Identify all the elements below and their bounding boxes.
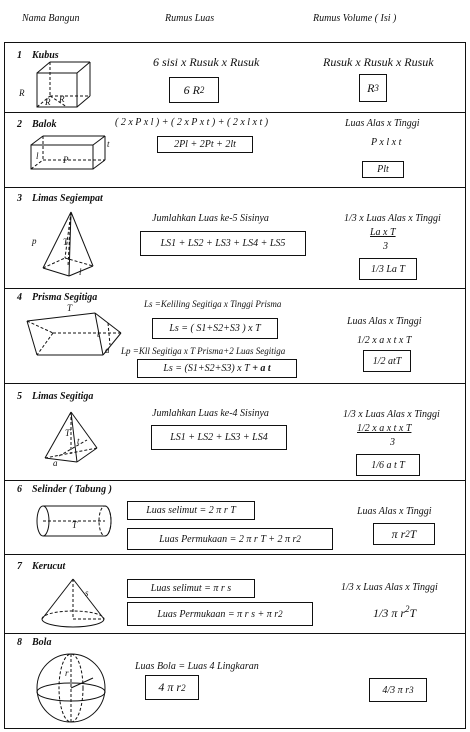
header-col-area: Rumus Luas bbox=[165, 13, 215, 24]
area-formula-box: 2Pl + 2Pt + 2lt bbox=[157, 136, 253, 153]
header-col-volume: Rumus Volume ( Isi ) bbox=[313, 13, 397, 24]
header-col-name: Nama Bangun bbox=[22, 13, 80, 24]
volume-fraction-denominator: 3 bbox=[383, 241, 388, 252]
cone-label: s bbox=[85, 588, 89, 598]
row-number: 3 bbox=[17, 193, 22, 204]
area-formula-text: Luas Bola = Luas 4 Lingkaran bbox=[135, 661, 259, 672]
area-formula-text: Ls =Keliling Segitiga x Tinggi Prisma bbox=[144, 299, 282, 309]
row-kubus: 1 Kubus R R R 6 sisi x Rusuk x Rusuk 6 R… bbox=[4, 42, 466, 113]
shape-name: Kubus bbox=[32, 50, 59, 61]
volume-formula-text: 1/3 x Luas Alas x Tinggi bbox=[344, 213, 441, 224]
volume-fraction-denominator: 3 bbox=[390, 437, 395, 448]
row-number: 5 bbox=[17, 391, 22, 402]
shape-name: Kerucut bbox=[32, 561, 66, 572]
volume-formula-text: 1/3 x Luas Alas x Tinggi bbox=[341, 582, 438, 593]
volume-formula-box: 1/6 a t T bbox=[356, 454, 420, 476]
volume-formula-box: 1/3 La T bbox=[359, 258, 417, 280]
cube-label: R bbox=[19, 88, 25, 98]
area-formula-box2: Ls = (S1+S2+S3) x T + a t bbox=[137, 359, 297, 378]
row-bola: 8 Bola r Luas Bola = Luas 4 Lingkaran 4 … bbox=[4, 633, 466, 729]
row-prisma-segitiga: 4 Prisma Segitiga T t a Ls =Keliling Seg… bbox=[4, 288, 466, 384]
cuboid-label: t bbox=[107, 139, 110, 149]
shape-name: Balok bbox=[32, 119, 57, 130]
cube-label: R bbox=[59, 94, 65, 104]
cone-illustration bbox=[41, 578, 105, 628]
pyramid-label: T bbox=[65, 428, 71, 438]
row-number: 7 bbox=[17, 561, 22, 572]
volume-formula-text2: P x l x t bbox=[371, 137, 402, 148]
area-formula-box: Ls = ( S1+S2+S3 ) x T bbox=[152, 318, 278, 339]
area-formula-text2: Lp =Kll Segitiga x T Prisma+2 Luas Segit… bbox=[121, 346, 286, 356]
pyramid-label: l bbox=[79, 267, 82, 277]
row-balok: 2 Balok l P t ( 2 x P x l ) + ( 2 x P x … bbox=[4, 112, 466, 188]
triangular-prism-illustration bbox=[26, 312, 122, 356]
row-kerucut: 7 Kerucut s Luas selimut = π r s Luas Pe… bbox=[4, 554, 466, 634]
prism-label: a bbox=[105, 345, 110, 355]
triangular-pyramid-illustration bbox=[44, 411, 98, 463]
shape-name: Prisma Segitiga bbox=[32, 292, 98, 303]
sphere-label: r bbox=[65, 668, 69, 678]
row-number: 1 bbox=[17, 50, 22, 61]
cylinder-label: T bbox=[72, 520, 78, 530]
volume-formula-text: Luas Alas x Tinggi bbox=[357, 506, 432, 517]
row-selinder: 6 Selinder ( Tabung ) T Luas selimut = 2… bbox=[4, 480, 466, 555]
volume-fraction-numerator: 1/2 x a x t x T bbox=[357, 423, 412, 434]
sphere-illustration bbox=[36, 653, 106, 723]
volume-formula-text: Luas Alas x Tinggi bbox=[347, 316, 422, 327]
cylinder-illustration bbox=[36, 505, 112, 537]
shape-name: Selinder ( Tabung ) bbox=[32, 484, 112, 495]
row-number: 8 bbox=[17, 637, 22, 648]
prism-label: T bbox=[67, 303, 73, 313]
cube-label: R bbox=[45, 97, 51, 107]
square-pyramid-illustration bbox=[42, 211, 94, 277]
volume-formula-text: 1/3 x Luas Alas x Tinggi bbox=[343, 409, 440, 420]
cuboid-illustration bbox=[30, 135, 106, 170]
cube-illustration bbox=[36, 61, 91, 108]
row-number: 4 bbox=[17, 292, 22, 303]
prism-label: t bbox=[97, 329, 100, 339]
row-number: 2 bbox=[17, 119, 22, 130]
pyramid-label: t bbox=[77, 436, 80, 446]
area-formula-text: Jumlahkan Luas ke-5 Sisinya bbox=[152, 213, 269, 224]
volume-formula-text: Rusuk x Rusuk x Rusuk bbox=[323, 55, 434, 69]
volume-formula-box: Plt bbox=[362, 161, 404, 178]
area-formula-box: LS1 + LS2 + LS3 + LS4 + LS5 bbox=[140, 231, 306, 256]
pyramid-label: p bbox=[32, 236, 37, 246]
row-limas-segiempat: 3 Limas Segiempat p T l Jumlahkan Luas k… bbox=[4, 187, 466, 289]
volume-formula-text2: 1/2 x a x t x T bbox=[357, 335, 412, 346]
shape-name: Limas Segiempat bbox=[32, 193, 103, 204]
volume-formula-text: Luas Alas x Tinggi bbox=[345, 118, 420, 129]
cuboid-label: l bbox=[36, 151, 39, 161]
volume-formula-box: 1/2 atT bbox=[363, 350, 411, 372]
shape-name: Bola bbox=[32, 637, 52, 648]
volume-fraction-numerator: La x T bbox=[370, 227, 396, 238]
volume-formula-value: 1/3 π r2T bbox=[373, 604, 417, 620]
area-formula-box: Luas selimut = 2 π r T bbox=[127, 501, 255, 520]
area-formula-text: Jumlahkan Luas ke-4 Sisinya bbox=[152, 408, 269, 419]
row-number: 6 bbox=[17, 484, 22, 495]
area-formula-box: Luas selimut = π r s bbox=[127, 579, 255, 598]
shape-name: Limas Segitiga bbox=[32, 391, 94, 402]
pyramid-label: a bbox=[53, 458, 58, 468]
area-formula-box: LS1 + LS2 + LS3 + LS4 bbox=[151, 425, 287, 450]
cuboid-label: P bbox=[63, 155, 69, 165]
area-formula-text: 6 sisi x Rusuk x Rusuk bbox=[153, 55, 260, 69]
area-formula-text: ( 2 x P x l ) + ( 2 x P x t ) + ( 2 x l … bbox=[115, 117, 269, 128]
pyramid-label: T bbox=[63, 237, 69, 247]
row-limas-segitiga: 5 Limas Segitiga T t a Jumlahkan Luas ke… bbox=[4, 383, 466, 481]
